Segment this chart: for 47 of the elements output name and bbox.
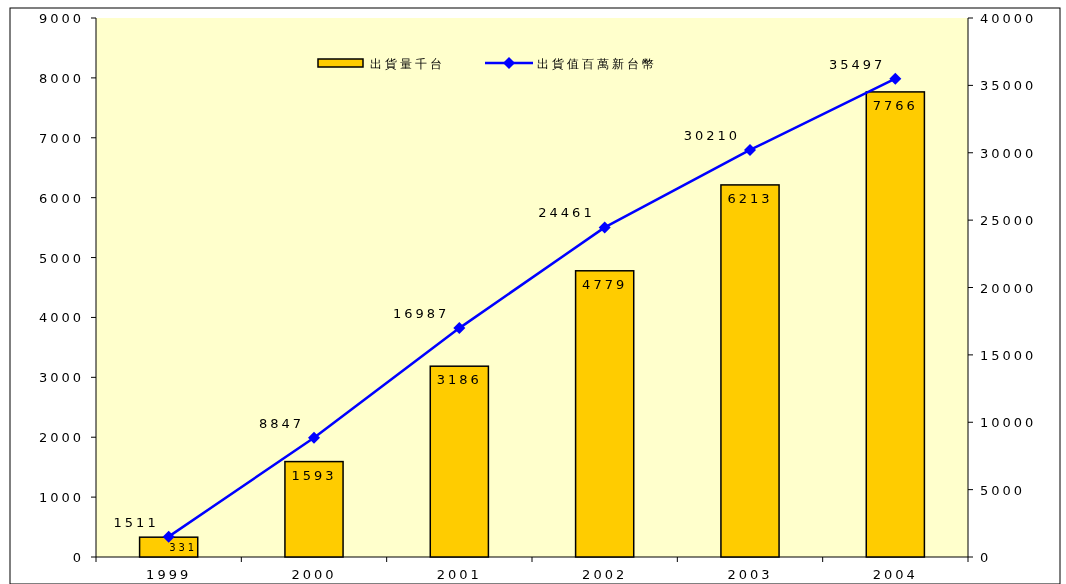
y2-tick-label: 35000: [980, 78, 1037, 94]
data-label: 4779: [582, 276, 628, 292]
y2-tick-label: 25000: [980, 213, 1037, 229]
y2-tick-label: 10000: [980, 415, 1037, 431]
data-label: 30210: [683, 127, 740, 143]
legend: 出貨量千台: [317, 57, 445, 71]
y-tick-label: 5000: [38, 250, 84, 266]
data-label: 7766: [872, 97, 918, 113]
x-tick-label: 2003: [727, 567, 773, 582]
y2-tick-label: 20000: [980, 280, 1037, 296]
data-label: 6213: [727, 190, 773, 206]
y-tick-label: 1000: [38, 490, 84, 506]
x-tick-label: 2001: [436, 567, 482, 582]
data-label: 16987: [392, 306, 450, 322]
data-label: 1593: [291, 467, 337, 483]
y2-tick-label: 15000: [980, 347, 1037, 363]
point: [453, 322, 466, 335]
point: [598, 221, 611, 234]
y2-tick-label: 30000: [980, 145, 1037, 161]
x-tick-label: 2002: [582, 567, 628, 582]
y2-tick-label: 5000: [980, 482, 1026, 498]
data-label: 24461: [538, 205, 595, 221]
legend: 出貨值百萬新台幣: [485, 57, 657, 71]
x-tick-label: 1999: [146, 567, 192, 582]
y2-tick-label: 0: [980, 550, 992, 565]
y-tick-label: 3000: [38, 370, 84, 386]
data-label: 1511: [113, 514, 159, 530]
point: [162, 530, 175, 543]
y-tick-label: 9000: [38, 11, 84, 26]
y-tick-label: 7000: [38, 130, 84, 146]
data-label: 35497: [828, 56, 886, 72]
x-tick-label: 2000: [291, 567, 337, 582]
data-label: 331: [169, 542, 198, 554]
y-tick-label: 0: [72, 550, 84, 565]
y-tick-label: 8000: [38, 70, 84, 86]
point: [744, 143, 756, 156]
y2-tick-label: 40000: [980, 11, 1037, 26]
data-label: 8847: [258, 415, 304, 431]
y-tick-label: 2000: [38, 430, 84, 446]
point: [308, 431, 320, 444]
legend-label: 出貨值百萬新台幣: [537, 57, 657, 71]
point: [889, 72, 902, 85]
y-tick-label: 4000: [38, 310, 84, 326]
legend-label: 出貨量千台: [370, 57, 445, 71]
data-label: 3186: [436, 372, 482, 388]
y-tick-label: 6000: [38, 190, 84, 206]
x-tick-label: 2004: [872, 567, 918, 582]
